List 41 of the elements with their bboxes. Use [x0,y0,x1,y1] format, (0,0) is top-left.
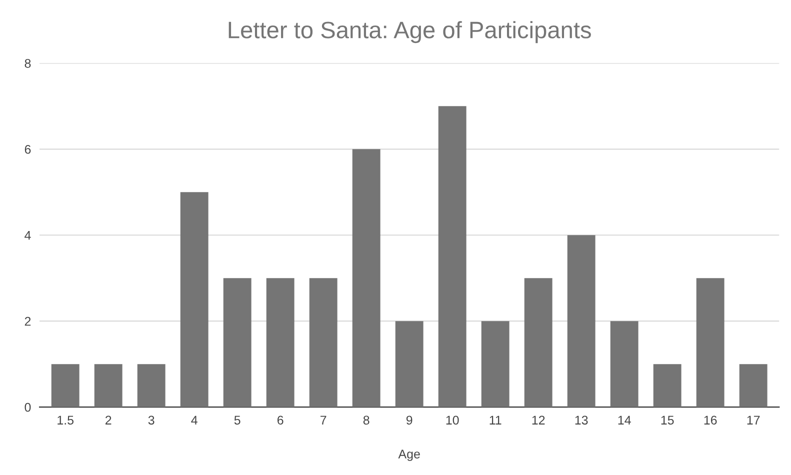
y-tick-label: 2 [24,316,31,326]
bar [481,321,510,408]
x-tick-label: 5 [234,416,240,425]
bar [395,321,424,408]
x-tick-label: 9 [406,416,412,425]
x-tick-label: 11 [490,416,502,424]
y-tick-label: 6 [24,144,31,154]
x-axis-title: Age [398,450,420,461]
x-tick-label: 12 [532,416,545,424]
x-tick-label: 15 [661,416,674,425]
y-tick-label: 4 [24,231,31,240]
x-tick-label: 14 [618,416,631,424]
bar [352,149,380,408]
bar [524,278,552,408]
bar [653,364,682,408]
bar [223,278,252,408]
bar [309,278,338,408]
x-tick-label: 2 [106,416,112,424]
bar [266,278,294,408]
x-tick-label: 6 [278,416,284,425]
y-tick-label: 8 [24,58,31,68]
x-tick-label: 17 [747,416,760,424]
bar [137,364,166,408]
bar [567,235,596,408]
x-tick-label: 10 [446,416,459,425]
x-tick-label: 7 [320,416,326,424]
x-tick-label: 8 [363,416,370,425]
x-tick-label: 4 [191,416,198,424]
chart-title: Letter to Santa: Age of Participants [228,21,591,44]
bar [94,364,122,408]
x-tick-label: 13 [575,416,588,425]
x-tick-label: 3 [148,416,154,425]
bar [438,106,466,408]
bar [180,192,208,408]
x-tick-label: 1.5 [58,416,74,425]
bar [739,364,768,408]
bar [696,278,724,408]
bar [51,364,80,408]
bar [610,321,638,408]
y-tick-label: 0 [24,402,31,412]
x-tick-label: 16 [704,416,717,425]
